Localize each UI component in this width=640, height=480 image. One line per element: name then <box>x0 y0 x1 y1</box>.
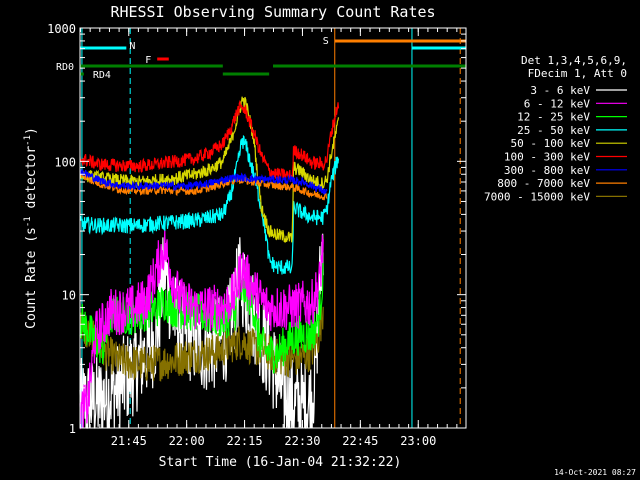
footer-timestamp: 14-Oct-2021 08:27 <box>554 468 636 477</box>
y-tick-label-2: 100 <box>54 155 76 169</box>
legend-label-100-300-kev: 100 - 300 keV <box>504 151 590 164</box>
flag-label-rd0: RD0 <box>56 62 74 73</box>
x-tick-label-1: 22:00 <box>169 434 205 448</box>
plot-frame <box>79 27 467 429</box>
flag-label-s: S <box>323 36 329 47</box>
legend-label-12-25-kev: 12 - 25 keV <box>517 111 590 124</box>
x-tick-label-3: 22:30 <box>284 434 320 448</box>
x-tick-label-5: 23:00 <box>400 434 436 448</box>
legend-header-line-2: FDecim 1, Att 0 <box>528 67 627 80</box>
legend-header-line-1: Det 1,3,4,5,6,9, <box>521 54 627 67</box>
legend-label-7000-15000-kev: 7000 - 15000 keV <box>484 190 590 203</box>
flag-label-n: N <box>129 41 135 52</box>
legend: Det 1,3,4,5,6,9, FDecim 1, Att 0 3 - 6 k… <box>484 54 627 203</box>
y-tick-label-0: 1 <box>69 422 76 436</box>
axis-ticks: 21:45 22:00 22:15 22:30 22:45 23:00 1 10 100 1000 <box>47 22 466 448</box>
flag-label-f: F <box>145 55 151 66</box>
x-tick-label-4: 22:45 <box>342 434 378 448</box>
series-line-300-800-kev <box>79 169 328 196</box>
legend-label-800-7000-kev: 800 - 7000 keV <box>497 177 590 190</box>
x-tick-label-0: 21:45 <box>111 434 147 448</box>
x-tick-label-2: 22:15 <box>226 434 262 448</box>
series-line-100-300-kev <box>79 99 340 182</box>
series-line-3-6-kev <box>79 233 324 429</box>
legend-label-50-100-kev: 50 - 100 keV <box>511 137 591 150</box>
series-lines <box>79 96 340 430</box>
series-line-800-7000-kev <box>79 171 328 201</box>
series-line-25-50-kev <box>79 134 340 275</box>
flag-bars: NF RD0 RD4 S <box>56 36 466 81</box>
y-tick-label-1: 10 <box>62 289 76 303</box>
x-axis-label: Start Time (16-Jan-04 21:32:22) <box>159 455 402 470</box>
legend-label-25-50-kev: 25 - 50 keV <box>517 124 590 137</box>
y-axis-label: Count Rate (s-1 detector-1) <box>23 127 39 329</box>
series-line-6-12-kev <box>79 228 324 430</box>
legend-label-300-800-kev: 300 - 800 keV <box>504 164 590 177</box>
flag-label-rd4: RD4 <box>93 70 111 81</box>
y-tick-label-3: 1000 <box>47 22 76 36</box>
chart-title: RHESSI Observing Summary Count Rates <box>110 3 435 21</box>
legend-label-6-12-kev: 6 - 12 keV <box>524 97 591 110</box>
legend-label-3-6-kev: 3 - 6 keV <box>530 84 590 97</box>
